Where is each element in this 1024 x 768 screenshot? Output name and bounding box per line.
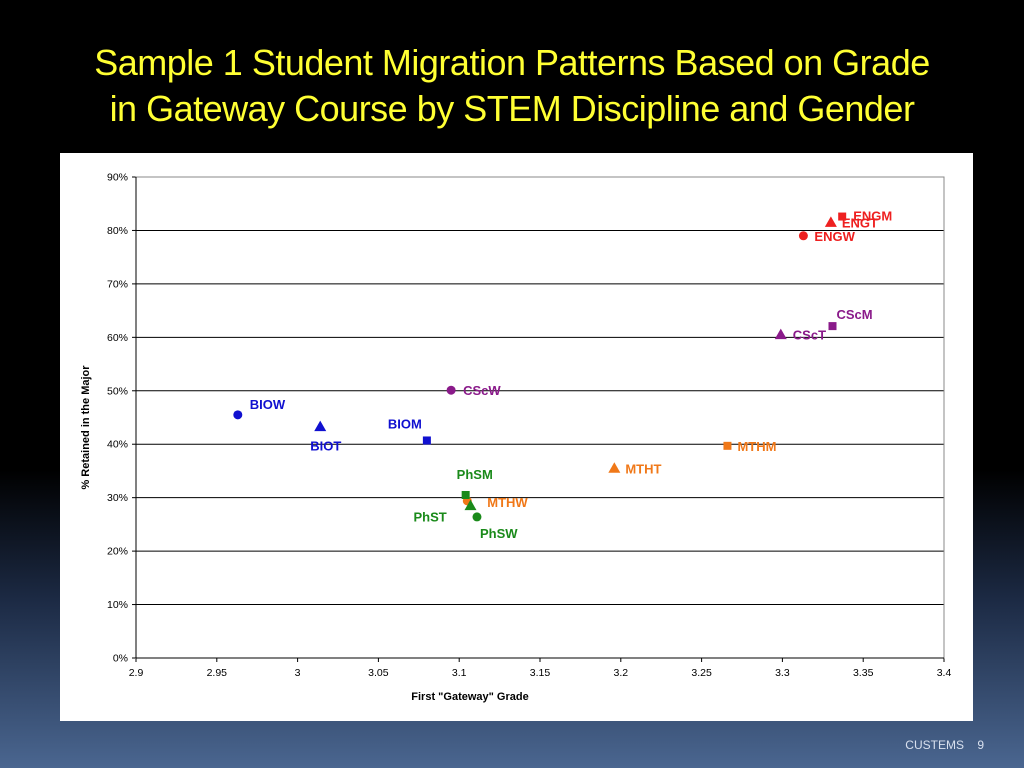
y-tick-label: 0%: [113, 653, 128, 665]
slide-footer: CUSTEMS 9: [895, 738, 984, 752]
point-label-engw: ENGW: [814, 229, 855, 244]
y-tick-label: 80%: [107, 225, 128, 237]
point-label-phsm: PhSM: [457, 467, 493, 482]
point-biot: [314, 420, 327, 432]
y-tick-label: 30%: [107, 492, 128, 504]
x-axis-title: First "Gateway" Grade: [411, 691, 528, 703]
point-label-phst: PhST: [414, 510, 447, 525]
point-label-csct: CScT: [793, 328, 826, 343]
plot-border: [135, 176, 945, 659]
x-tick-label: 3.05: [368, 667, 389, 679]
slide-title-line-2: in Gateway Course by STEM Discipline and…: [109, 88, 915, 129]
x-tick-label: 2.95: [207, 667, 228, 679]
x-tick-label: 3.4: [937, 667, 952, 679]
x-tick-label: 3.15: [530, 667, 551, 679]
point-cscm: [828, 322, 837, 331]
x-tick-label: 3: [295, 667, 301, 679]
y-tick-label: 40%: [107, 439, 128, 451]
point-engw: [798, 231, 808, 241]
point-cscw: [446, 385, 456, 395]
point-biom: [422, 436, 431, 445]
x-tick-label: 2.9: [129, 667, 144, 679]
point-label-cscm: CScM: [836, 307, 872, 322]
point-label-mthm: MTHM: [737, 439, 776, 454]
point-phst: [464, 499, 477, 511]
y-tick-label: 50%: [107, 385, 128, 397]
y-tick-label: 20%: [107, 546, 128, 558]
point-label-cscw: CScW: [463, 383, 501, 398]
x-tick-label: 3.3: [775, 667, 790, 679]
point-mtht: [608, 462, 621, 473]
point-label-mtht: MTHT: [625, 461, 661, 476]
y-tick-label: 60%: [107, 332, 128, 344]
point-label-biom: BIOM: [388, 416, 422, 431]
x-tick-label: 3.35: [853, 667, 874, 679]
chart-panel: 0% 10% 20% 30% 40% 50% 60% 70% 80% 90% 2.9 2.95 3 3.0…: [60, 153, 973, 721]
point-phsm: [461, 490, 470, 499]
y-tick-label: 10%: [107, 599, 128, 611]
page-number: 9: [977, 738, 984, 752]
point-engt: [824, 216, 837, 227]
point-label-biow: BIOW: [250, 397, 286, 412]
point-label-phsw: PhSW: [480, 526, 518, 541]
point-mthm: [723, 441, 732, 450]
x-tick-label: 3.1: [452, 667, 467, 679]
slide-title-line-1: Sample 1 Student Migration Patterns Base…: [94, 42, 930, 83]
point-label-engm: ENGM: [853, 209, 892, 224]
footer-text: CUSTEMS: [905, 738, 964, 752]
x-tick-label: 3.2: [613, 667, 628, 679]
point-label-engt: ENGT: [842, 215, 878, 230]
scatter-chart: 0% 10% 20% 30% 40% 50% 60% 70% 80% 90% 2.9 2.95 3 3.0…: [80, 172, 952, 704]
y-axis-title: % Retained in the Major: [80, 365, 92, 490]
point-csct: [774, 328, 787, 340]
y-tick-label: 90%: [107, 172, 128, 184]
point-biow: [233, 410, 243, 420]
slide-title: Sample 1 Student Migration Patterns Base…: [0, 40, 1024, 132]
point-engm: [838, 212, 847, 221]
point-label-mthw: MTHW: [487, 495, 528, 510]
point-label-biot: BIOT: [310, 439, 341, 454]
x-tick-label: 3.25: [691, 667, 712, 679]
y-tick-label: 70%: [107, 278, 128, 290]
point-phsw: [472, 512, 482, 522]
